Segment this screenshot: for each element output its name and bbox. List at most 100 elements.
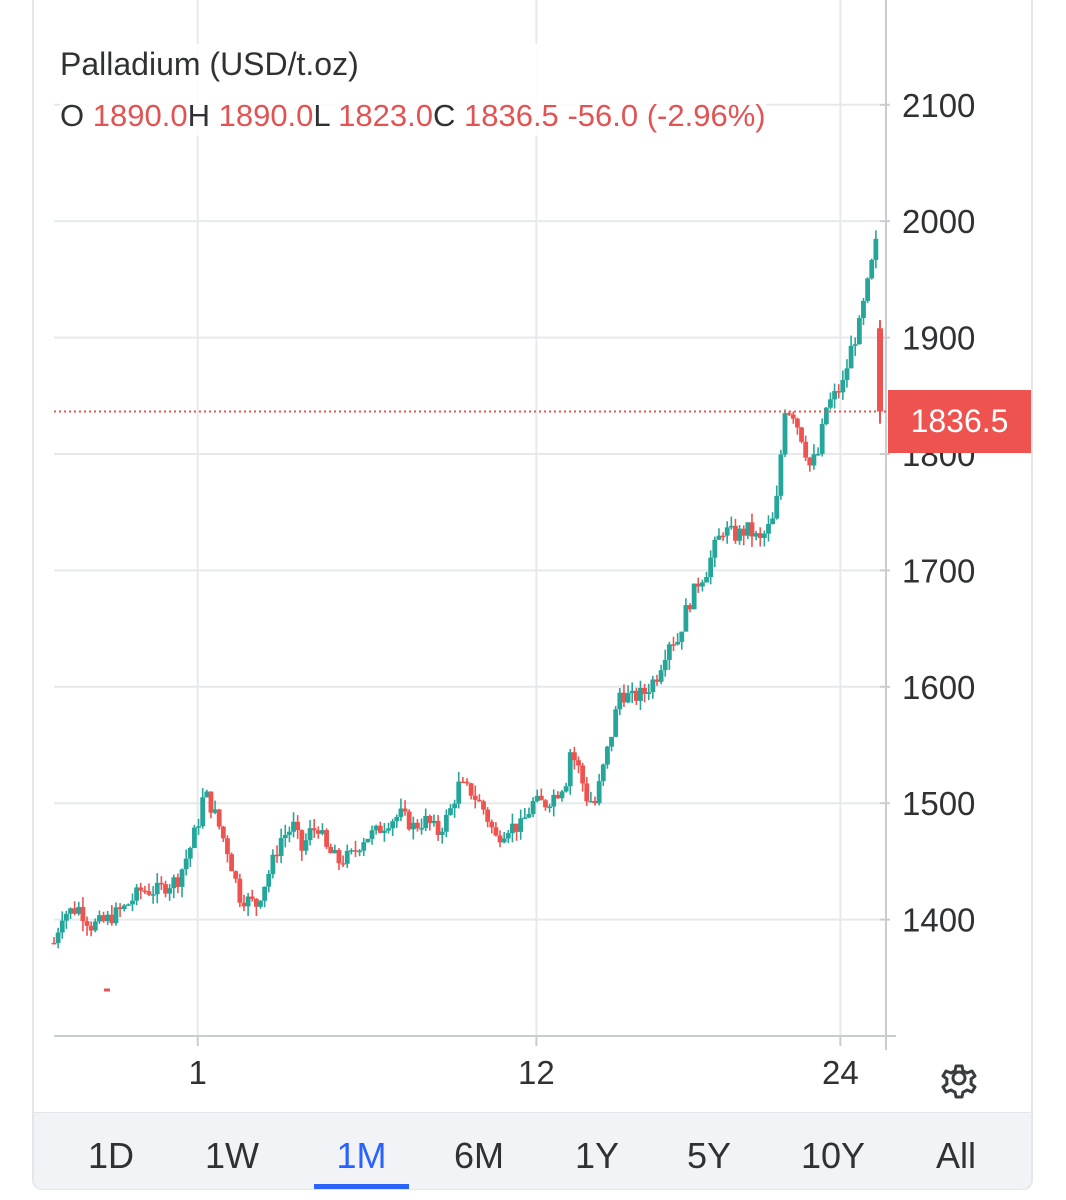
x-tick-label: 1 xyxy=(189,1054,207,1091)
candle-body xyxy=(448,808,453,815)
candle-body xyxy=(336,850,342,864)
candle-body xyxy=(373,825,379,831)
y-tick-label: 2100 xyxy=(902,87,975,124)
range-tab-1d[interactable]: 1D xyxy=(87,1135,135,1176)
range-tab-1y[interactable]: 1Y xyxy=(574,1135,620,1176)
candle-body xyxy=(695,583,701,587)
candle-body xyxy=(501,838,507,843)
candle-body xyxy=(299,830,305,851)
range-tab-6m[interactable]: 6M xyxy=(453,1135,504,1176)
range-tab-1m[interactable]: 1M xyxy=(314,1113,409,1189)
candle-body xyxy=(840,380,846,393)
range-tab-1w[interactable]: 1W xyxy=(205,1135,259,1176)
instrument-title: Palladium (USD/t.oz) xyxy=(60,46,359,82)
candle-body xyxy=(518,818,524,832)
candle-body xyxy=(237,878,243,903)
candle-body xyxy=(348,850,354,852)
candle-body xyxy=(510,823,515,834)
candle-body xyxy=(815,453,821,456)
candle-body xyxy=(270,854,276,875)
candle-body xyxy=(196,826,201,828)
candle-body xyxy=(749,522,755,537)
candle-body xyxy=(439,831,445,835)
candle-body xyxy=(869,259,875,279)
candle-body xyxy=(745,522,751,536)
candle-body xyxy=(464,781,470,784)
candle-body xyxy=(538,795,544,801)
candle-body xyxy=(311,828,317,831)
change-value: -56.0 xyxy=(567,98,639,133)
candle-body xyxy=(852,344,858,346)
change-percent: (-2.96%) xyxy=(646,98,766,133)
candle-body xyxy=(625,693,631,703)
candle-body xyxy=(344,850,350,864)
candle-body xyxy=(59,920,65,933)
candle-body xyxy=(658,670,664,682)
candle-body xyxy=(138,887,144,891)
candle-body xyxy=(803,441,809,458)
candle-body xyxy=(547,806,552,809)
candle-body xyxy=(212,809,218,813)
candle-body xyxy=(530,801,536,815)
candle-body xyxy=(675,641,681,645)
candle-body xyxy=(183,858,189,870)
candle-body xyxy=(497,835,503,843)
candle-body xyxy=(287,831,292,835)
gear-icon[interactable] xyxy=(936,1056,982,1102)
candle-body xyxy=(233,871,239,879)
candle-body xyxy=(220,826,226,839)
candle-body xyxy=(369,830,375,839)
candle-body xyxy=(146,891,152,895)
candle-body xyxy=(811,454,817,466)
candle-body xyxy=(258,900,263,907)
candle-body xyxy=(315,830,321,834)
candle-body xyxy=(522,817,528,820)
candle-body xyxy=(76,906,82,914)
candle-body xyxy=(514,823,519,832)
candle-body xyxy=(117,907,123,910)
candle-body xyxy=(782,413,788,455)
candle-body xyxy=(576,760,581,766)
candle-body xyxy=(650,679,656,693)
candle-body xyxy=(435,820,441,835)
candle-body xyxy=(534,795,540,802)
candle-body xyxy=(179,869,185,887)
range-tab-10y[interactable]: 10Y xyxy=(800,1135,866,1176)
candle-body xyxy=(291,821,296,832)
candle-body xyxy=(704,577,709,583)
candle-body xyxy=(249,896,255,899)
candle-body xyxy=(485,809,491,822)
candle-body xyxy=(365,838,371,843)
candle-body xyxy=(613,709,619,737)
candle-body xyxy=(109,914,115,924)
candle-body xyxy=(774,495,780,519)
candle-body xyxy=(225,838,230,855)
candle-body xyxy=(662,659,668,671)
candle-body xyxy=(121,905,127,910)
candle-body xyxy=(877,328,883,412)
candle-body xyxy=(770,518,776,525)
high-label: H xyxy=(187,98,210,133)
candle-body xyxy=(828,399,833,408)
candle-body xyxy=(757,533,763,538)
candle-body xyxy=(861,300,866,319)
candle-body xyxy=(307,828,313,841)
x-tick-label: 12 xyxy=(518,1054,555,1091)
candle-body xyxy=(468,783,474,796)
candle-body xyxy=(274,854,280,857)
chart-legend: Palladium (USD/t.oz) O 1890.0H 1890.0L 1… xyxy=(60,44,766,136)
candle-body xyxy=(617,692,623,710)
range-tab-5y[interactable]: 5Y xyxy=(686,1135,732,1176)
y-tick-label: 1700 xyxy=(902,552,975,589)
candle-body xyxy=(72,908,78,914)
range-tab-all[interactable]: All xyxy=(935,1135,976,1176)
candle-body xyxy=(621,692,627,703)
close-label: C xyxy=(432,98,456,133)
candle-body xyxy=(505,833,511,839)
candle-body xyxy=(761,533,767,538)
candle-body xyxy=(633,690,639,701)
candle-body xyxy=(208,791,214,813)
candle-body xyxy=(402,808,408,812)
candle-body xyxy=(443,814,449,832)
